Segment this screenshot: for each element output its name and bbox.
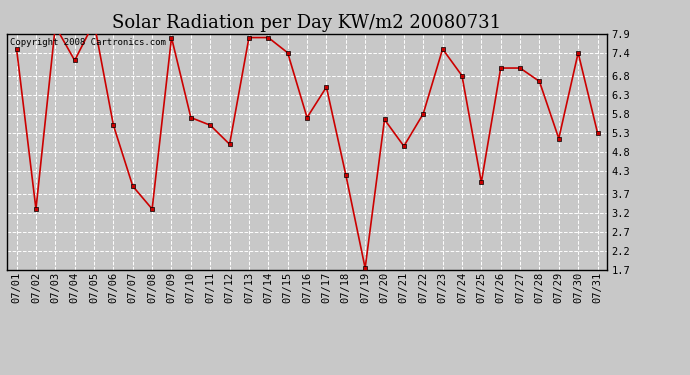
Title: Solar Radiation per Day KW/m2 20080731: Solar Radiation per Day KW/m2 20080731 [112,14,502,32]
Text: Copyright 2008 Cartronics.com: Copyright 2008 Cartronics.com [10,39,166,48]
